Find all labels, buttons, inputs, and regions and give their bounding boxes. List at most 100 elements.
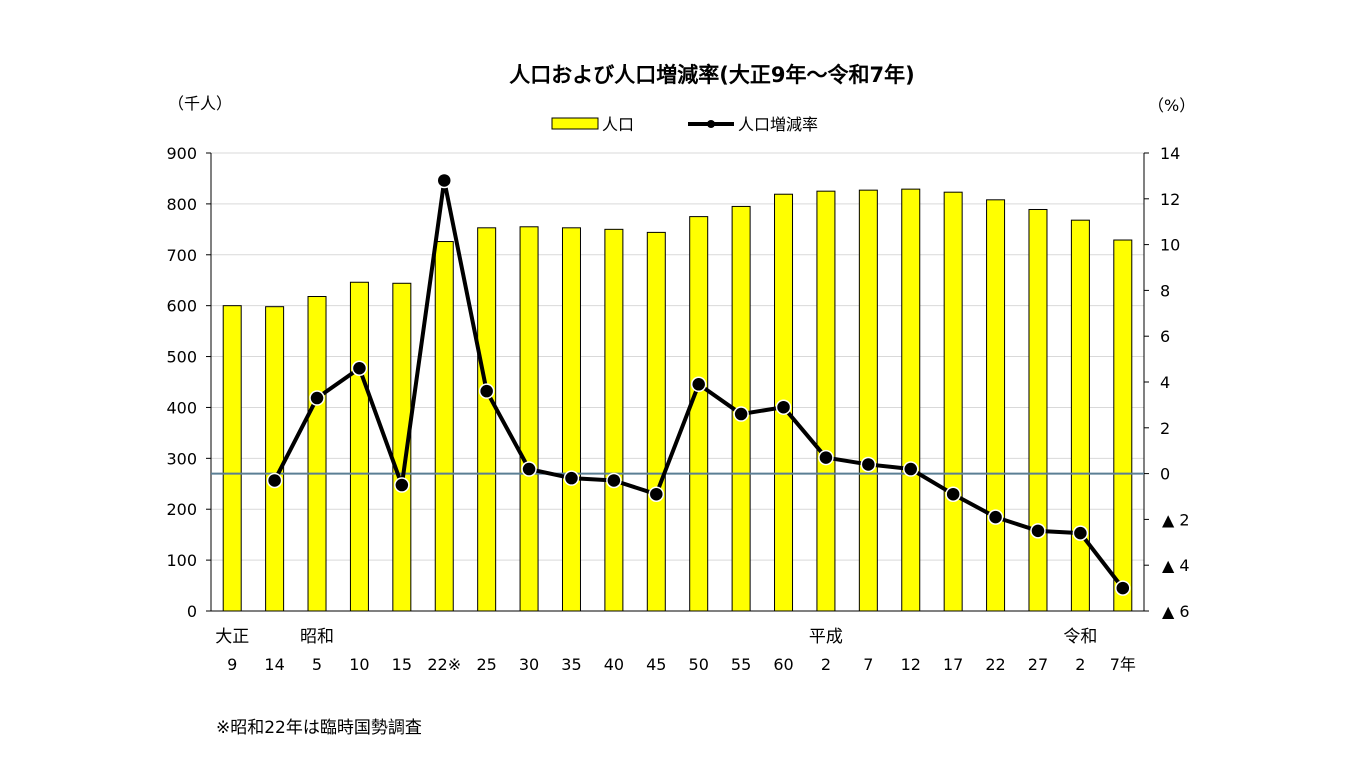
rate-point [818, 449, 834, 466]
legend-bar-swatch [551, 117, 599, 130]
right-axis-unit: （%） [1148, 96, 1195, 115]
era-label: 大正 [215, 627, 249, 647]
rate-point [436, 172, 452, 189]
left-tick-label: 900 [166, 144, 197, 163]
tick-labels: 0 100 200 300 400 500 600 700 800 900 14 12 10 8 6 4 2 0 ▲… [166, 144, 1189, 674]
population-bar [604, 228, 624, 612]
rate-point [351, 360, 368, 377]
population-bar [816, 190, 836, 612]
x-tick-label: 22※ [427, 655, 461, 674]
axes [206, 152, 1149, 612]
legend: 人口 人口増減率 [551, 115, 818, 134]
rate-point [690, 376, 707, 393]
right-tick-label: 0 [1160, 465, 1170, 484]
x-tick-label: 15 [392, 655, 412, 674]
x-tick-label: 40 [604, 655, 624, 674]
x-tick-label: 7 [863, 655, 873, 674]
population-bar [561, 227, 581, 612]
rate-point [1072, 525, 1089, 541]
population-bar [1113, 239, 1133, 612]
x-tick-label: 45 [646, 655, 666, 674]
x-tick-label: 10 [349, 655, 369, 674]
x-tick-label: 55 [731, 655, 751, 674]
left-tick-label: 0 [187, 602, 197, 621]
left-tick-label: 300 [166, 449, 197, 468]
x-tick-label: 14 [264, 655, 284, 674]
x-tick-label: 60 [773, 655, 793, 674]
rate-point [648, 486, 665, 502]
right-tick-label: ▲ 4 [1162, 556, 1190, 575]
population-bar [1028, 208, 1048, 612]
rate-point [945, 486, 961, 502]
rate-point [563, 470, 580, 486]
legend-line-label: 人口増減率 [738, 115, 818, 134]
era-label: 昭和 [300, 627, 334, 647]
right-tick-label: 12 [1160, 190, 1180, 209]
x-tick-label: 12 [901, 655, 921, 674]
chart-title: 人口および人口増減率(大正9年～令和7年) [509, 63, 914, 87]
population-bar [222, 305, 242, 612]
x-tick-label: 22 [985, 655, 1005, 674]
population-bar [646, 231, 666, 612]
x-tick-label: 35 [561, 655, 581, 674]
left-axis-unit: （千人） [168, 94, 232, 113]
population-bar [858, 189, 878, 612]
population-bar [901, 188, 921, 612]
right-tick-label: ▲ 2 [1162, 510, 1190, 529]
x-tick-label: 7年 [1110, 655, 1136, 674]
population-bar [689, 216, 709, 612]
population-bar [434, 241, 454, 612]
rate-point [733, 406, 749, 422]
population-bar [943, 191, 963, 612]
population-bar [519, 226, 539, 612]
right-tick-label: 10 [1160, 236, 1180, 255]
rate-point [860, 456, 877, 473]
right-tick-label: 8 [1160, 281, 1170, 300]
right-tick-label: 14 [1160, 144, 1180, 163]
rate-point [775, 399, 792, 415]
population-bar [1070, 219, 1090, 612]
rate-point [521, 461, 537, 477]
rate-point [394, 477, 410, 493]
rate-point [266, 472, 283, 489]
line-series-rate [266, 172, 1131, 596]
x-tick-label: 30 [519, 655, 539, 674]
x-tick-label: 9 [227, 655, 237, 674]
footnote: ※昭和22年は臨時国勢調査 [216, 718, 422, 738]
rate-point [309, 390, 325, 406]
legend-bar-label: 人口 [602, 115, 634, 134]
x-tick-label: 25 [476, 655, 496, 674]
left-tick-label: 400 [166, 398, 197, 417]
rate-point [1030, 523, 1046, 539]
era-label: 平成 [809, 627, 843, 647]
population-bar [986, 199, 1006, 612]
x-tick-label: 27 [1028, 655, 1048, 674]
rate-point [478, 383, 495, 399]
right-tick-label: ▲ 6 [1162, 602, 1190, 621]
right-tick-label: 6 [1160, 327, 1170, 346]
rate-point [606, 472, 622, 489]
left-tick-label: 800 [166, 195, 197, 214]
population-bar [477, 227, 497, 612]
x-tick-label: 5 [312, 655, 322, 674]
left-tick-label: 600 [166, 297, 197, 316]
rate-point [1115, 580, 1131, 596]
legend-line-marker [707, 120, 715, 128]
era-label: 令和 [1063, 627, 1097, 647]
x-tick-label: 50 [689, 655, 709, 674]
x-tick-label: 2 [1075, 655, 1085, 674]
rate-point [987, 509, 1004, 525]
left-tick-label: 100 [166, 551, 197, 570]
bar-series-population [222, 188, 1133, 612]
population-bar [349, 281, 369, 612]
left-tick-label: 500 [166, 348, 197, 367]
left-tick-label: 700 [166, 246, 197, 265]
left-tick-label: 200 [166, 500, 197, 519]
population-bar [307, 296, 327, 612]
x-tick-label: 2 [821, 655, 831, 674]
right-tick-label: 4 [1160, 373, 1170, 392]
x-tick-label: 17 [943, 655, 963, 674]
right-tick-label: 2 [1160, 419, 1170, 438]
rate-point [903, 461, 919, 477]
